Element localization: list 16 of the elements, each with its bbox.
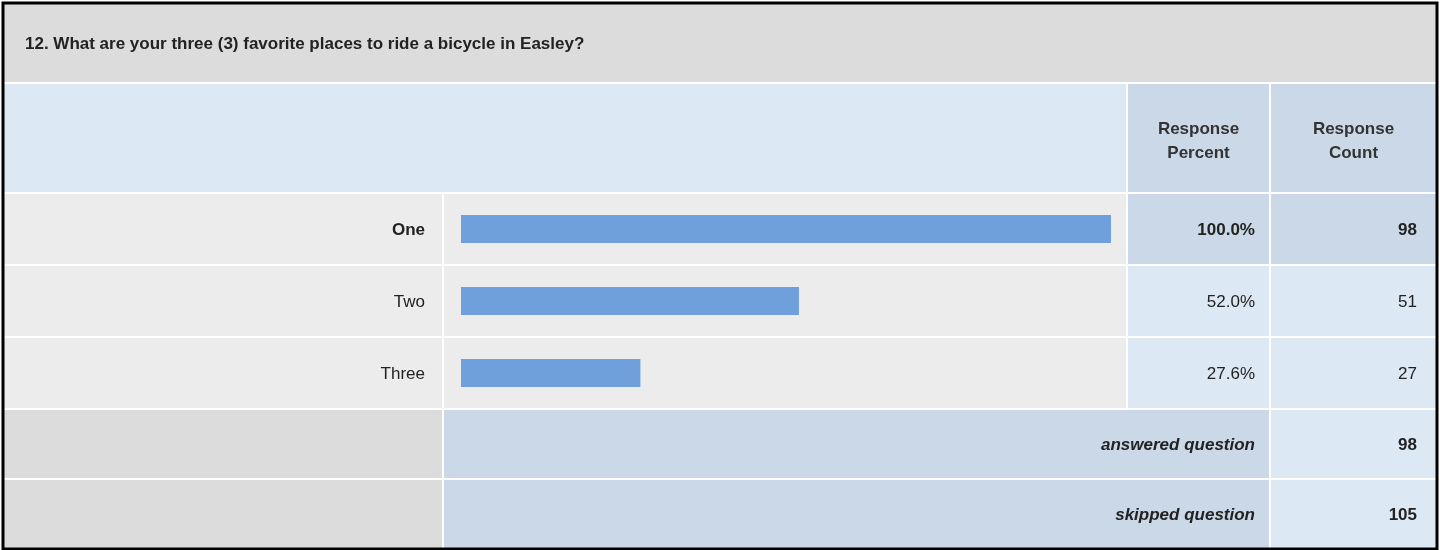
text: 98 xyxy=(1398,435,1417,454)
text: 12. What are your three (3) favorite places to ride a bicycle in Easley? xyxy=(25,34,585,53)
text: 98 xyxy=(1398,220,1417,239)
data-label: 27.6% xyxy=(1206,364,1255,383)
text: answered question xyxy=(1101,435,1255,454)
data-label: 52.0% xyxy=(1206,292,1255,311)
y-tick-label: One xyxy=(391,220,425,239)
y-tick-label: Two xyxy=(393,292,425,311)
text: 51 xyxy=(1398,292,1417,311)
text: 105 xyxy=(1388,505,1417,524)
y-tick-label: Three xyxy=(380,364,425,383)
data-label: 100.0% xyxy=(1197,220,1255,239)
text: 27 xyxy=(1398,364,1417,383)
text: Response Count xyxy=(1312,119,1395,162)
text: Response Percent xyxy=(1157,119,1240,162)
text: skipped question xyxy=(1115,505,1255,524)
